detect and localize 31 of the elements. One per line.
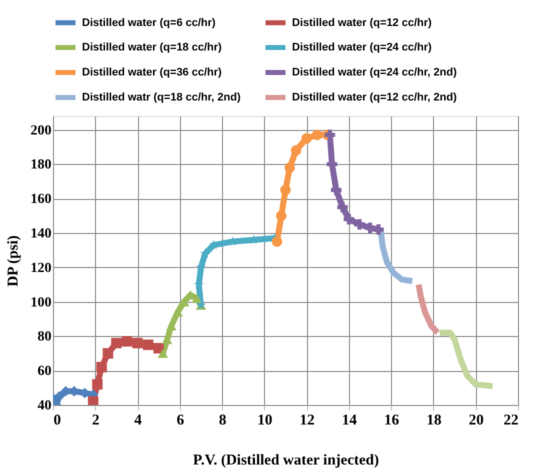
x-tick-label: 8 xyxy=(218,412,226,428)
y-tick-label: 80 xyxy=(38,330,52,345)
legend-label: Distilled water (q=24 cc/hr) xyxy=(292,42,432,54)
x-tick-label: 2 xyxy=(92,412,100,428)
x-tick-label: 16 xyxy=(384,412,400,428)
x-tick-label: 14 xyxy=(342,412,358,428)
y-tick-label: 40 xyxy=(38,398,52,414)
y-tick-label: 120 xyxy=(30,260,52,276)
legend-label: Distilled water (q=36 cc/hr) xyxy=(82,66,222,78)
legend-label: Distilled water (q=24 cc/hr, 2nd) xyxy=(292,66,458,78)
legend-label: Distilled water (q=12 cc/hr, 2nd) xyxy=(292,92,458,104)
x-tick-label: 18 xyxy=(426,412,442,428)
y-tick-label: 100 xyxy=(30,295,52,310)
legend-label: Distilled water (q=12 cc/hr) xyxy=(292,16,432,29)
y-tick-label: 140 xyxy=(30,226,52,242)
legend-label: Distilled water (q=18 cc/hr) xyxy=(82,42,222,54)
x-axis-title: P.V. (Distilled water injected) xyxy=(193,452,379,468)
x-tick-label: 12 xyxy=(300,412,315,428)
y-tick-label: 200 xyxy=(30,123,52,138)
x-tick-label: 0 xyxy=(54,412,61,428)
y-tick-label: 160 xyxy=(30,192,52,208)
x-tick-label: 10 xyxy=(257,412,272,428)
y-tick-label: 180 xyxy=(30,158,52,173)
x-tick-label: 4 xyxy=(134,412,142,428)
x-tick-label: 20 xyxy=(468,412,484,428)
y-axis-title: DP (psi) xyxy=(6,235,22,287)
x-tick-label: 22 xyxy=(504,412,518,428)
x-tick-label: 6 xyxy=(176,412,185,428)
legend-label: Distilled watr (q=18 cc/hr, 2nd) xyxy=(82,92,241,104)
legend-label: Distilled water (q=6 cc/hr) xyxy=(82,16,216,29)
y-tick-label: 60 xyxy=(38,364,52,380)
